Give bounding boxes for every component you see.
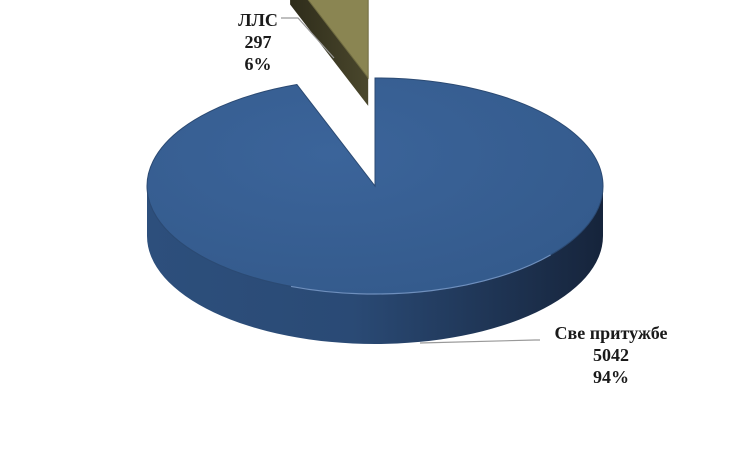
slice-label-llc: ЛЛС <box>238 10 278 30</box>
slice-side-all-complaints <box>147 186 603 344</box>
slice-percent-llc: 6% <box>245 54 272 74</box>
slice-value-llc: 297 <box>245 32 272 52</box>
slice-rim-all-complaints <box>290 254 551 295</box>
slice-all-complaints <box>146 77 604 344</box>
slice-top-llc <box>307 0 369 80</box>
slice-top-all-complaints <box>146 77 604 295</box>
slice-label-all-complaints: Све притужбе <box>555 323 668 343</box>
leader-line-llc <box>281 17 335 59</box>
slice-percent-all-complaints: 94% <box>593 367 629 387</box>
leader-line-all-complaints <box>419 339 540 344</box>
slice-value-all-complaints: 5042 <box>593 345 629 365</box>
